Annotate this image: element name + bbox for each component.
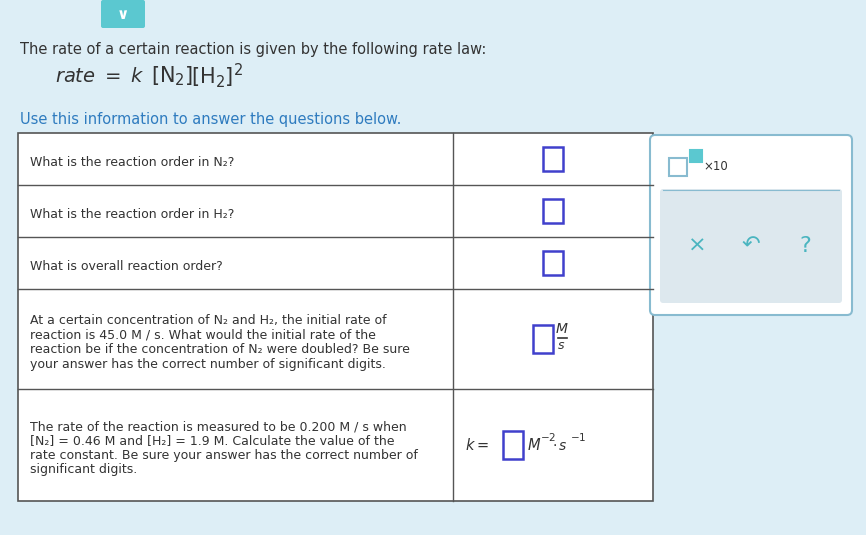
Text: ↶: ↶ <box>741 236 760 256</box>
Text: [N₂] = 0.46 Μ and [H₂] = 1.9 Μ. Calculate the value of the: [N₂] = 0.46 Μ and [H₂] = 1.9 Μ. Calculat… <box>30 434 395 447</box>
Text: $M$: $M$ <box>555 322 568 336</box>
Text: reaction be if the concentration of N₂ were doubled? Be sure: reaction be if the concentration of N₂ w… <box>30 343 410 356</box>
Text: reaction is 45.0 Μ / s. What would the initial rate of the: reaction is 45.0 Μ / s. What would the i… <box>30 328 376 341</box>
Text: ∨: ∨ <box>117 6 129 21</box>
Text: Use this information to answer the questions below.: Use this information to answer the quest… <box>20 112 401 127</box>
Text: $\left[\mathrm{H}_2\right]^2$: $\left[\mathrm{H}_2\right]^2$ <box>191 62 243 90</box>
FancyBboxPatch shape <box>660 189 842 303</box>
Text: $\left[\mathrm{N}_2\right]$: $\left[\mathrm{N}_2\right]$ <box>151 64 193 88</box>
Text: What is the reaction order in N₂?: What is the reaction order in N₂? <box>30 156 235 169</box>
Bar <box>533 325 553 353</box>
Text: The rate of the reaction is measured to be 0.200 Μ / s when: The rate of the reaction is measured to … <box>30 420 407 433</box>
Bar <box>690 150 702 162</box>
Text: The rate of a certain reaction is given by the following rate law:: The rate of a certain reaction is given … <box>20 42 487 57</box>
Text: What is overall reaction order?: What is overall reaction order? <box>30 260 223 273</box>
FancyBboxPatch shape <box>101 0 145 28</box>
Bar <box>543 251 563 275</box>
Text: $-1$: $-1$ <box>570 431 586 443</box>
Bar <box>503 431 523 459</box>
Text: $s$: $s$ <box>558 339 565 352</box>
Text: significant digits.: significant digits. <box>30 463 137 477</box>
Text: What is the reaction order in H₂?: What is the reaction order in H₂? <box>30 208 235 221</box>
Text: ×10: ×10 <box>703 159 727 172</box>
Text: $M$: $M$ <box>527 437 541 453</box>
Text: $\cdot\, s$: $\cdot\, s$ <box>552 439 567 453</box>
Text: $k =$: $k =$ <box>465 437 489 453</box>
Text: ×: × <box>688 236 707 256</box>
Bar <box>18 133 653 501</box>
Bar <box>18 133 653 501</box>
FancyBboxPatch shape <box>650 135 852 315</box>
Text: rate $=$ $k$: rate $=$ $k$ <box>55 66 145 86</box>
Text: ?: ? <box>799 236 811 256</box>
Bar <box>669 158 687 176</box>
Bar <box>543 147 563 171</box>
Text: $-2$: $-2$ <box>540 431 556 443</box>
Text: At a certain concentration of N₂ and H₂, the initial rate of: At a certain concentration of N₂ and H₂,… <box>30 314 386 327</box>
Text: your answer has the correct number of significant digits.: your answer has the correct number of si… <box>30 357 386 371</box>
Bar <box>543 199 563 223</box>
Text: rate constant. Be sure your answer has the correct number of: rate constant. Be sure your answer has t… <box>30 449 418 462</box>
